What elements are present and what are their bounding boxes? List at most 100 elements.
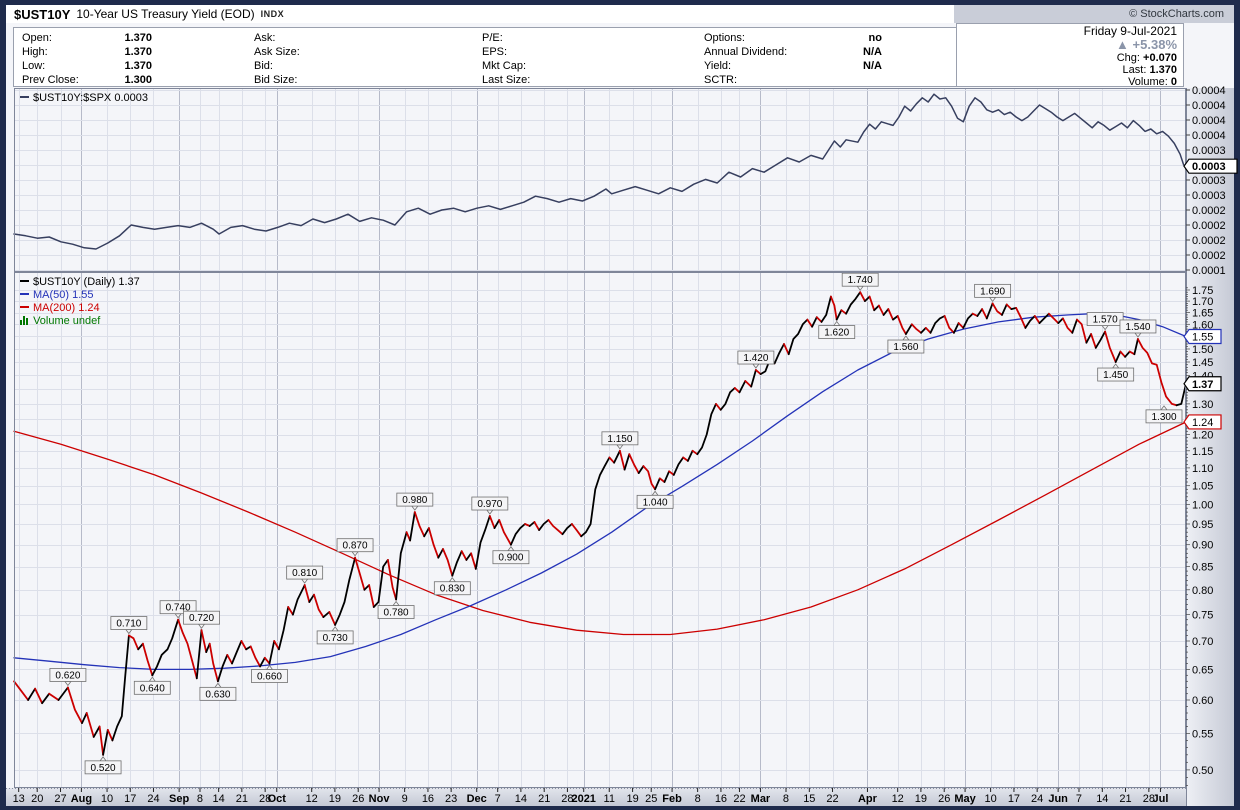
- quote-label: Open:: [22, 32, 52, 44]
- gridlines: [14, 88, 1186, 788]
- svg-text:1.45: 1.45: [1192, 357, 1213, 369]
- svg-text:0.0002: 0.0002: [1192, 250, 1226, 262]
- quote-label: EPS:: [482, 46, 508, 58]
- copyright-link[interactable]: © StockCharts.com: [1129, 8, 1224, 20]
- quote-row: Bid:: [254, 59, 374, 73]
- quote-column-4: Options: no Annual Dividend: N/A Yield: N/A SC…: [704, 31, 882, 87]
- svg-text:8: 8: [695, 793, 701, 805]
- axis-marker-1.24: 1.24: [1183, 414, 1222, 430]
- svg-text:19: 19: [915, 793, 927, 805]
- quote-row: Mkt Cap:: [482, 59, 602, 73]
- svg-text:28: 28: [1143, 793, 1155, 805]
- svg-text:1.450: 1.450: [1103, 370, 1128, 381]
- svg-text:0.830: 0.830: [440, 584, 465, 595]
- svg-text:1.740: 1.740: [848, 275, 873, 286]
- quote-value: N/A: [863, 60, 882, 72]
- price-legend-row: $UST10Y (Daily) 1.37: [20, 276, 140, 289]
- ratio-line: [13, 93, 1187, 250]
- svg-text:0.95: 0.95: [1192, 519, 1213, 531]
- copyright-strip: © StockCharts.com: [954, 5, 1234, 23]
- svg-text:19: 19: [626, 793, 638, 805]
- svg-text:0.0004: 0.0004: [1192, 100, 1226, 112]
- svg-text:0.740: 0.740: [166, 603, 191, 614]
- svg-text:1.70: 1.70: [1192, 296, 1213, 308]
- quote-row: Options: no: [704, 31, 882, 45]
- svg-text:16: 16: [715, 793, 727, 805]
- svg-text:0.780: 0.780: [384, 608, 409, 619]
- svg-text:14: 14: [1096, 793, 1108, 805]
- svg-text:1.00: 1.00: [1192, 499, 1213, 511]
- svg-text:0.710: 0.710: [116, 619, 141, 630]
- page-title: 10-Year US Treasury Yield (EOD): [76, 7, 255, 21]
- svg-text:0.970: 0.970: [477, 499, 502, 510]
- svg-text:Sep: Sep: [169, 793, 189, 805]
- svg-text:22: 22: [826, 793, 838, 805]
- quote-value: 1.370: [124, 60, 152, 72]
- svg-text:17: 17: [124, 793, 136, 805]
- exchange-label: INDX: [260, 9, 285, 19]
- quote-label: SCTR:: [704, 74, 737, 86]
- svg-text:24: 24: [1031, 793, 1043, 805]
- quote-row: High: 1.370: [22, 45, 152, 59]
- svg-text:28: 28: [259, 793, 271, 805]
- quote-value: 1.370: [124, 32, 152, 44]
- svg-text:21: 21: [538, 793, 550, 805]
- quote-row: P/E:: [482, 31, 602, 45]
- svg-text:19: 19: [329, 793, 341, 805]
- svg-text:0.90: 0.90: [1192, 540, 1213, 552]
- quote-label: Prev Close:: [22, 74, 79, 86]
- svg-text:0.730: 0.730: [323, 633, 348, 644]
- svg-text:0.0003: 0.0003: [1192, 161, 1226, 173]
- svg-text:1.15: 1.15: [1192, 446, 1213, 458]
- svg-text:1.040: 1.040: [643, 497, 668, 508]
- quote-label: Low:: [22, 60, 46, 72]
- svg-text:Dec: Dec: [467, 793, 487, 805]
- svg-text:0.900: 0.900: [498, 553, 523, 564]
- svg-text:1.300: 1.300: [1151, 412, 1176, 423]
- svg-text:0.0002: 0.0002: [1192, 205, 1226, 217]
- svg-text:1.540: 1.540: [1125, 322, 1150, 333]
- svg-text:1.10: 1.10: [1192, 463, 1213, 475]
- right-axis-gutter: [1186, 88, 1234, 806]
- svg-text:0.50: 0.50: [1192, 765, 1213, 777]
- svg-text:8: 8: [197, 793, 203, 805]
- ratio-line-swatch-icon: [20, 96, 29, 99]
- quote-column-2: Ask: Ask Size: Bid: Bid Size:: [254, 31, 374, 87]
- quote-label: Ask:: [254, 32, 276, 44]
- svg-text:13: 13: [13, 793, 25, 805]
- volume-bars-icon: [20, 316, 28, 325]
- svg-text:0.55: 0.55: [1192, 728, 1213, 740]
- ratio-legend: $UST10Y:$SPX 0.0003: [20, 92, 148, 104]
- title-bar: $UST10Y 10-Year US Treasury Yield (EOD) …: [6, 5, 954, 23]
- svg-text:26: 26: [352, 793, 364, 805]
- svg-text:0.810: 0.810: [292, 568, 317, 579]
- svg-text:Oct: Oct: [268, 793, 287, 805]
- svg-text:1.20: 1.20: [1192, 430, 1213, 442]
- volume-legend-row: Volume undef: [20, 315, 140, 328]
- svg-text:1.60: 1.60: [1192, 319, 1213, 331]
- svg-text:7: 7: [1076, 793, 1082, 805]
- ma50-legend-row: MA(50) 1.55: [20, 289, 140, 302]
- svg-text:11: 11: [604, 793, 615, 805]
- percent-change: ▲ +5.38%: [1116, 37, 1177, 52]
- axis-marker-1.55: 1.55: [1183, 328, 1222, 345]
- price-line: [13, 291, 1187, 756]
- svg-text:21: 21: [1119, 793, 1131, 805]
- svg-text:0.0001: 0.0001: [1192, 265, 1226, 277]
- quote-row: Ask:: [254, 31, 374, 45]
- svg-text:0.980: 0.980: [402, 495, 427, 506]
- svg-text:0.640: 0.640: [140, 683, 165, 694]
- svg-text:20: 20: [31, 793, 43, 805]
- svg-text:Apr: Apr: [858, 793, 878, 805]
- svg-text:0.60: 0.60: [1192, 695, 1213, 707]
- axis-marker-0.0003: 0.0003: [1183, 158, 1238, 174]
- svg-text:0.0003: 0.0003: [1192, 175, 1226, 187]
- quote-row: Ask Size:: [254, 45, 374, 59]
- svg-text:23: 23: [445, 793, 457, 805]
- svg-text:1.150: 1.150: [607, 434, 632, 445]
- svg-text:14: 14: [213, 793, 225, 805]
- svg-text:14: 14: [515, 793, 527, 805]
- volume-row: Volume: 0: [1128, 76, 1177, 88]
- svg-text:25: 25: [645, 793, 657, 805]
